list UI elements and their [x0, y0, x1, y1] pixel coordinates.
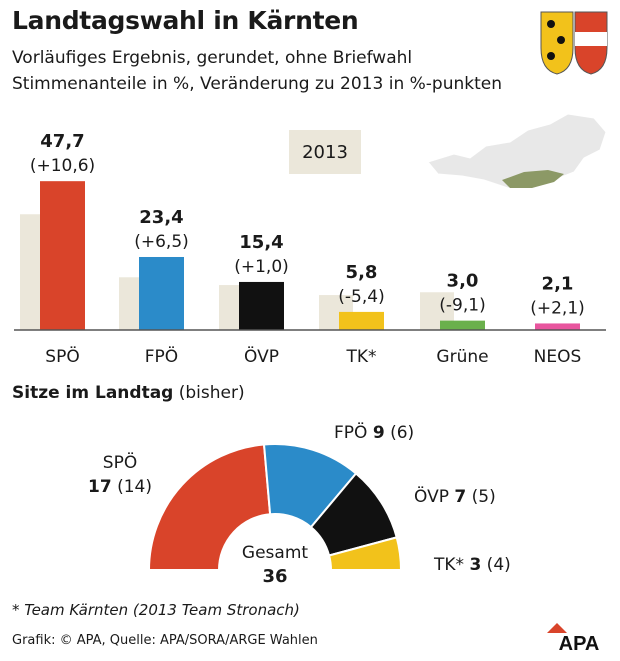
seat-label-2: ÖVP 7 (5) — [414, 485, 496, 507]
value-label-4: 3,0 — [447, 271, 479, 292]
value-label-3: 5,8 — [346, 262, 378, 283]
footnote: * Team Kärnten (2013 Team Stronach) — [12, 601, 300, 619]
carinthia-coat-of-arms-icon — [540, 11, 608, 75]
category-label-4: Grüne — [436, 347, 488, 367]
page-title: Landtagswahl in Kärnten — [12, 6, 359, 35]
total-label: Gesamt — [242, 543, 308, 563]
category-label-5: NEOS — [534, 347, 582, 367]
category-label-0: SPÖ — [45, 345, 79, 367]
category-label-2: ÖVP — [244, 345, 279, 367]
change-label-3: (-5,4) — [338, 287, 384, 307]
bar-2018-2 — [239, 281, 284, 330]
subtitle-units: Stimmenanteile in %, Veränderung zu 2013… — [12, 74, 502, 94]
seats-half-donut-chart: SPÖ 17 (14) FPÖ 9 (6) ÖVP 7 (5) TK* 3 (4) Ges… — [88, 421, 511, 587]
seats-title-rest: (bisher) — [173, 383, 245, 403]
bar-2018-5 — [535, 323, 580, 330]
bar-2018-0 — [40, 181, 85, 330]
carinthia-highlight — [502, 170, 564, 188]
apa-logo: APA — [547, 623, 600, 653]
seat-label-0: 17 (14) — [88, 477, 152, 497]
seat-label-name-0: SPÖ — [103, 451, 137, 473]
change-label-5: (+2,1) — [530, 298, 585, 318]
legend-2013: 2013 — [289, 130, 361, 174]
value-label-5: 2,1 — [542, 273, 574, 294]
change-label-2: (+1,0) — [234, 257, 289, 277]
value-label-0: 47,7 — [40, 131, 84, 152]
subtitle: Vorläufiges Ergebnis, gerundet, ohne Bri… — [12, 48, 413, 68]
bar-2018-1 — [139, 256, 184, 330]
category-label-1: FPÖ — [145, 345, 178, 367]
svg-text:APA: APA — [559, 633, 600, 653]
seat-label-1: FPÖ 9 (6) — [334, 421, 414, 443]
bar-2018-4 — [440, 320, 485, 330]
bar-2018-3 — [339, 311, 384, 330]
seats-title-bold: Sitze im Landtag — [12, 383, 174, 403]
seat-slice-3 — [327, 536, 403, 571]
austria-map-icon — [427, 113, 607, 189]
total-value: 36 — [262, 566, 287, 587]
change-label-4: (-9,1) — [439, 296, 485, 316]
legend-2013-label: 2013 — [302, 141, 348, 163]
value-label-2: 15,4 — [239, 232, 283, 253]
change-label-1: (+6,5) — [134, 232, 189, 252]
seat-slice-0 — [147, 443, 272, 571]
seats-section-title: Sitze im Landtag (bisher) — [12, 383, 245, 403]
change-label-0: (+10,6) — [30, 156, 95, 176]
votes-bar-chart: 47,7 (+10,6) SPÖ 23,4 (+6,5) FPÖ 15,4 (+1,0) ÖVP… — [14, 131, 606, 367]
source-credit: Grafik: © APA, Quelle: APA/SORA/ARGE Wah… — [12, 633, 318, 648]
seat-label-3: TK* 3 (4) — [433, 555, 511, 575]
category-label-3: TK* — [345, 347, 376, 367]
value-label-1: 23,4 — [139, 207, 183, 228]
